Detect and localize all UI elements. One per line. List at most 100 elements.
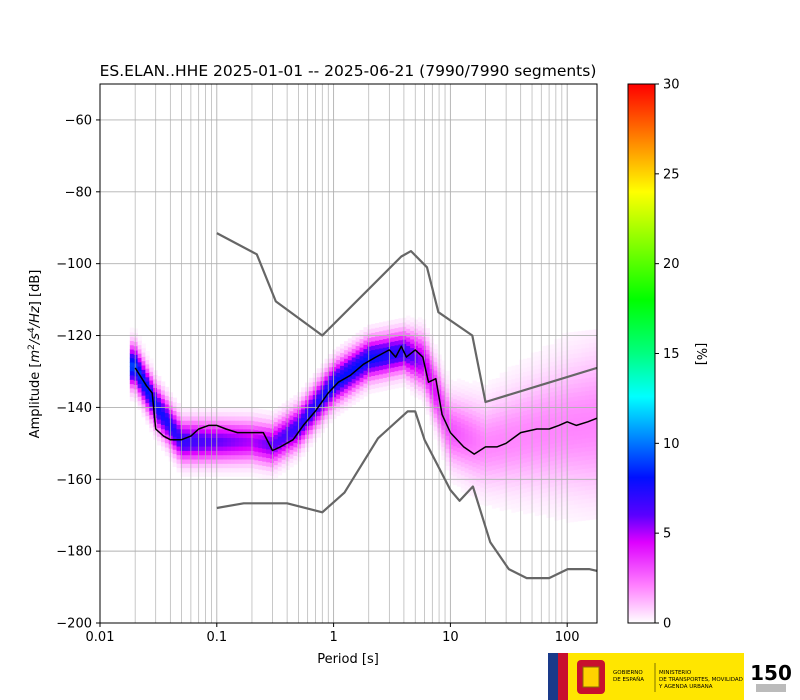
density-cell — [550, 374, 555, 380]
density-cell — [589, 506, 594, 512]
density-cell — [515, 412, 520, 417]
density-cell — [530, 391, 536, 397]
density-cell — [530, 378, 536, 384]
density-cell — [577, 486, 582, 492]
density-cell — [523, 444, 528, 450]
density-cell — [480, 452, 485, 458]
density-cell — [188, 424, 193, 430]
density-cell — [581, 498, 586, 504]
density-cell — [332, 375, 337, 381]
density-cell — [581, 481, 586, 487]
density-cell — [168, 413, 174, 419]
density-cell — [133, 388, 139, 394]
density-cell — [581, 468, 586, 474]
density-cell — [452, 480, 458, 486]
density-cell — [589, 446, 594, 451]
density-cell — [277, 406, 283, 411]
density-cell — [581, 455, 586, 461]
density-cell — [414, 362, 419, 368]
density-cell — [581, 347, 586, 353]
density-cell — [301, 447, 306, 453]
density-cell — [211, 441, 216, 447]
density-cell — [480, 474, 485, 479]
density-cell — [305, 386, 310, 392]
density-cell — [487, 483, 493, 488]
density-cell — [546, 405, 551, 411]
density-cell — [262, 435, 267, 441]
density-cell — [184, 428, 189, 434]
density-cell — [266, 461, 271, 467]
density-cell — [581, 447, 586, 452]
density-cell — [293, 403, 298, 409]
density-cell — [305, 412, 310, 418]
density-cell — [176, 428, 181, 434]
density-cell — [534, 455, 540, 461]
density-cell — [188, 407, 193, 413]
density-cell — [378, 369, 384, 375]
density-cell — [207, 437, 212, 443]
density-cell — [227, 459, 232, 464]
density-cell — [569, 392, 575, 398]
density-cell — [573, 426, 578, 432]
density-cell — [589, 385, 594, 391]
density-cell — [410, 382, 415, 387]
density-cell — [503, 432, 508, 437]
density-cell — [192, 454, 197, 460]
density-cell — [324, 406, 329, 411]
density-cell — [499, 476, 504, 481]
density-cell — [258, 426, 263, 431]
density-cell — [550, 361, 555, 367]
density-cell — [487, 474, 493, 480]
density-cell — [371, 328, 376, 333]
density-cell — [589, 394, 594, 400]
density-cell — [484, 423, 489, 429]
density-cell — [312, 390, 318, 395]
density-cell — [192, 467, 197, 473]
density-cell — [558, 467, 563, 473]
density-cell — [534, 407, 540, 413]
density-cell — [503, 475, 508, 481]
density-cell — [328, 414, 333, 420]
density-cell — [569, 435, 575, 441]
density-cell — [565, 509, 571, 515]
density-cell — [569, 474, 575, 480]
density-cell — [523, 479, 528, 485]
density-cell — [355, 384, 360, 390]
density-cell — [476, 429, 481, 435]
density-cell — [472, 402, 477, 407]
density-cell — [511, 426, 516, 431]
density-cell — [219, 411, 224, 417]
density-cell — [460, 414, 466, 420]
density-cell — [538, 363, 543, 369]
density-cell — [145, 355, 150, 361]
density-cell — [340, 374, 345, 379]
density-cell — [157, 401, 162, 407]
density-cell — [538, 389, 543, 395]
density-cell — [180, 454, 185, 460]
density-cell — [421, 366, 427, 372]
density-cell — [414, 392, 419, 398]
density-cell — [289, 462, 294, 468]
density-cell — [515, 416, 520, 422]
density-cell — [507, 452, 512, 458]
density-cell — [441, 390, 446, 396]
density-cell — [484, 492, 489, 498]
density-cell — [215, 472, 220, 477]
density-cell — [262, 444, 267, 449]
density-cell — [593, 346, 597, 352]
nhnm-line — [216, 232, 597, 404]
density-cell — [511, 443, 516, 449]
density-cell — [593, 398, 597, 404]
density-cell — [375, 323, 380, 328]
density-cell — [530, 404, 536, 410]
density-cell — [172, 445, 177, 450]
density-cell — [550, 434, 555, 440]
density-cell — [324, 419, 329, 424]
density-cell — [343, 392, 349, 398]
density-cell — [503, 462, 508, 468]
density-cell — [530, 473, 536, 479]
density-cell — [565, 449, 571, 454]
density-cell — [445, 448, 450, 454]
density-cell — [176, 463, 181, 469]
density-cell — [382, 343, 388, 348]
